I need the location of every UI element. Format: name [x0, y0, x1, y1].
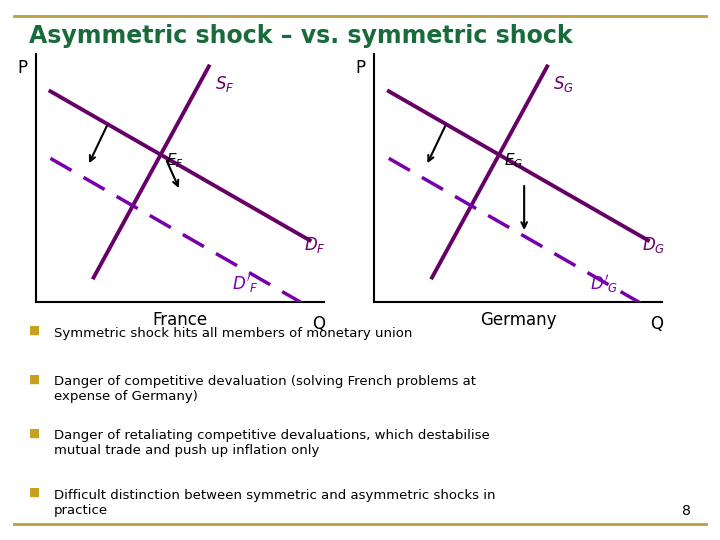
X-axis label: France: France: [153, 310, 207, 329]
Text: Q: Q: [650, 315, 663, 333]
Text: ■: ■: [29, 373, 40, 386]
Text: ■: ■: [29, 324, 40, 337]
Text: 8: 8: [683, 504, 691, 518]
Text: Asymmetric shock – vs. symmetric shock: Asymmetric shock – vs. symmetric shock: [29, 24, 572, 48]
Text: Danger of competitive devaluation (solving French problems at
expense of Germany: Danger of competitive devaluation (solvi…: [54, 375, 476, 403]
Text: Q: Q: [312, 315, 325, 333]
Text: $E_F$: $E_F$: [166, 151, 184, 170]
Text: Symmetric shock hits all members of monetary union: Symmetric shock hits all members of mone…: [54, 327, 413, 340]
Text: Difficult distinction between symmetric and asymmetric shocks in
practice: Difficult distinction between symmetric …: [54, 489, 495, 517]
Text: P: P: [356, 59, 366, 77]
Text: $E_G$: $E_G$: [504, 151, 523, 170]
Text: $D'_G$: $D'_G$: [590, 273, 618, 295]
Text: $S_G$: $S_G$: [553, 74, 574, 94]
X-axis label: Germany: Germany: [480, 310, 557, 329]
Text: Danger of retaliating competitive devaluations, which destabilise
mutual trade a: Danger of retaliating competitive devalu…: [54, 429, 490, 457]
Text: $S_F$: $S_F$: [215, 74, 234, 94]
Text: ■: ■: [29, 427, 40, 440]
Text: $D_F$: $D_F$: [304, 235, 325, 255]
Text: P: P: [17, 59, 27, 77]
Text: ■: ■: [29, 486, 40, 499]
Text: $D_G$: $D_G$: [642, 235, 665, 255]
Text: $D'_F$: $D'_F$: [232, 273, 258, 295]
